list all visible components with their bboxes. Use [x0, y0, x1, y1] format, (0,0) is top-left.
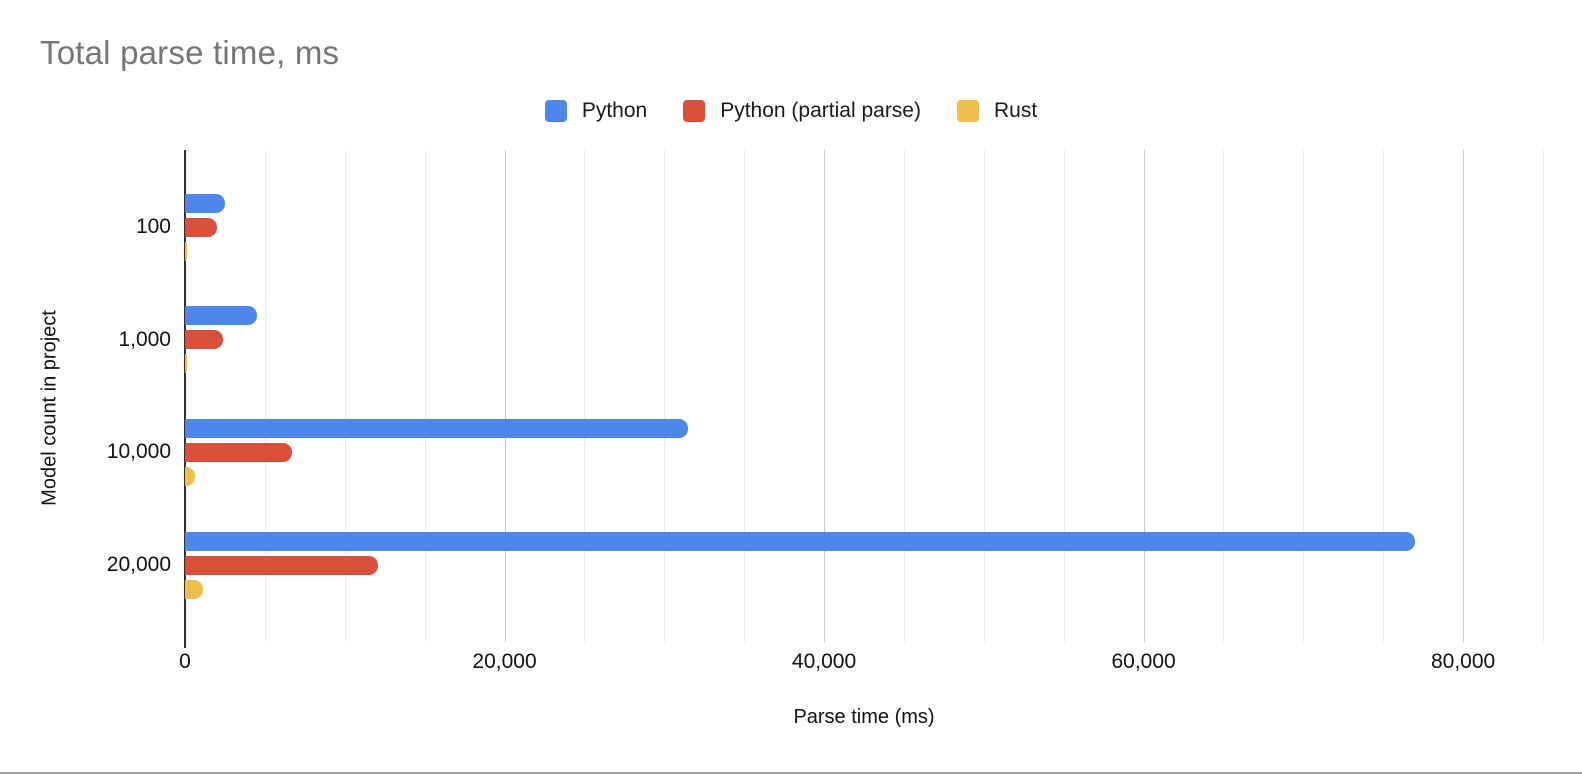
- bar-python-partial-parse-10-000: [185, 442, 293, 462]
- minor-gridline: [903, 150, 905, 642]
- bar-python-partial-parse-20-000: [185, 555, 379, 575]
- bar-group-1-000: 1,000: [118, 306, 1543, 374]
- bar-group-10-000: 10,000: [107, 418, 1543, 486]
- x-axis-title: Parse time (ms): [793, 706, 935, 728]
- bottom-divider: [0, 772, 1582, 774]
- y-axis-title: Model count in project: [38, 310, 61, 506]
- major-gridline: [1463, 150, 1465, 642]
- legend-swatch-python: [544, 100, 567, 122]
- bar-python-100: [185, 193, 225, 213]
- major-gridline: [504, 150, 506, 642]
- x-tick-label-80-000: 80,000: [1430, 650, 1496, 673]
- minor-gridline: [1063, 150, 1065, 642]
- legend-item-python-partial-parse: Python (partial parse): [683, 99, 921, 123]
- minor-gridline: [1223, 150, 1225, 642]
- bar-python-10-000: [185, 418, 689, 438]
- legend-label-python: Python: [581, 99, 648, 122]
- x-tick-label-0: 0: [179, 650, 191, 673]
- legend: Python Python (partial parse) Rust: [0, 99, 1582, 123]
- minor-gridline: [664, 150, 666, 642]
- legend-item-rust: Rust: [956, 99, 1038, 123]
- legend-label-python-partial-parse: Python (partial parse): [720, 99, 921, 122]
- category-label-1-000: 1,000: [118, 327, 171, 351]
- minor-gridline: [1383, 150, 1385, 642]
- legend-label-rust: Rust: [993, 99, 1038, 122]
- legend-item-python: Python: [544, 99, 648, 123]
- plot-area: 100 1,000 10,000 20,000 0 20,000 40,000 60,000 8…: [107, 150, 1544, 673]
- bar-rust-100: [185, 241, 187, 261]
- minor-gridline: [344, 150, 346, 642]
- major-gridline: [824, 150, 826, 642]
- legend-swatch-rust: [956, 100, 979, 122]
- legend-swatch-python-partial-parse: [683, 100, 706, 122]
- bar-rust-10-000: [185, 466, 195, 486]
- bar-python-partial-parse-1-000: [185, 330, 224, 350]
- bar-rust-20-000: [185, 579, 203, 599]
- y-axis-line: [184, 150, 186, 648]
- major-gridline: [1143, 150, 1145, 642]
- minor-gridline: [584, 150, 586, 642]
- x-tick-label-60-000: 60,000: [1111, 650, 1176, 673]
- category-label-10-000: 10,000: [106, 440, 171, 464]
- bar-python-1-000: [185, 306, 257, 326]
- bar-python-partial-parse-100: [185, 217, 217, 237]
- category-label-20-000: 20,000: [106, 553, 171, 577]
- minor-gridline: [983, 150, 985, 642]
- minor-gridline: [1303, 150, 1305, 642]
- minor-gridline: [744, 150, 746, 642]
- bar-group-100: 100: [136, 193, 1543, 261]
- category-label-100: 100: [135, 215, 171, 238]
- x-tick-label-40-000: 40,000: [791, 650, 857, 673]
- bar-python-20-000: [185, 531, 1416, 551]
- minor-gridline: [1543, 150, 1544, 642]
- bar-rust-1-000: [185, 354, 188, 374]
- minor-gridline: [424, 150, 426, 642]
- minor-gridline: [264, 150, 266, 642]
- bar-group-20-000: 20,000: [107, 531, 1543, 599]
- x-tick-label-20-000: 20,000: [472, 650, 537, 673]
- chart-title: Total parse time, ms: [40, 34, 340, 71]
